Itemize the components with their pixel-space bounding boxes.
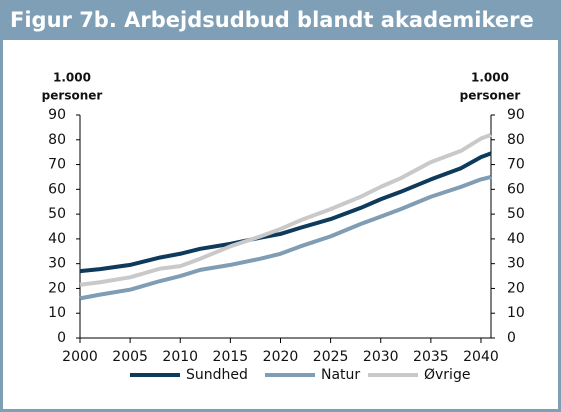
y2-tick-label: 10 bbox=[507, 305, 525, 321]
y-unit: personer bbox=[42, 89, 103, 103]
y-tick-label: 30 bbox=[48, 256, 66, 272]
y-tick-label: 40 bbox=[48, 231, 66, 247]
y-tick-label: 80 bbox=[48, 132, 66, 148]
y-tick-label: 60 bbox=[48, 181, 66, 197]
y-tick-label: 0 bbox=[57, 330, 66, 346]
y2-unit: personer bbox=[460, 89, 521, 103]
y-tick-label: 10 bbox=[48, 305, 66, 321]
y2-tick-label: 70 bbox=[507, 157, 525, 173]
y-unit: 1.000 bbox=[53, 71, 91, 85]
y-tick-label: 20 bbox=[48, 280, 66, 296]
y-tick-label: 50 bbox=[48, 206, 66, 222]
y2-tick-label: 20 bbox=[507, 280, 525, 296]
x-tick-label: 2030 bbox=[363, 349, 399, 365]
y2-tick-label: 50 bbox=[507, 206, 525, 222]
y-tick-label: 90 bbox=[48, 107, 66, 123]
x-tick-label: 2020 bbox=[263, 349, 299, 365]
y2-tick-label: 60 bbox=[507, 181, 525, 197]
x-tick-label: 2040 bbox=[463, 349, 499, 365]
y2-tick-label: 90 bbox=[507, 107, 525, 123]
chart-title: Figur 7b. Arbejdsudbud blandt akademiker… bbox=[10, 8, 534, 32]
x-tick-label: 2015 bbox=[213, 349, 249, 365]
title-banner bbox=[0, 0, 561, 40]
x-tick-label: 2025 bbox=[313, 349, 349, 365]
x-tick-label: 2005 bbox=[112, 349, 148, 365]
y2-tick-label: 0 bbox=[507, 330, 516, 346]
y-tick-label: 70 bbox=[48, 157, 66, 173]
x-tick-label: 2010 bbox=[162, 349, 198, 365]
legend-label: Sundhed bbox=[186, 367, 248, 383]
y2-tick-label: 80 bbox=[507, 132, 525, 148]
line-series bbox=[79, 132, 492, 287]
legend-label: Øvrige bbox=[424, 367, 470, 383]
y2-tick-label: 30 bbox=[507, 256, 525, 272]
line-series bbox=[79, 151, 492, 274]
x-tick-label: 2035 bbox=[413, 349, 449, 365]
line-series bbox=[79, 175, 492, 301]
y2-tick-label: 40 bbox=[507, 231, 525, 247]
y2-unit: 1.000 bbox=[471, 71, 509, 85]
legend-label: Natur bbox=[321, 367, 360, 383]
x-tick-label: 2000 bbox=[62, 349, 98, 365]
